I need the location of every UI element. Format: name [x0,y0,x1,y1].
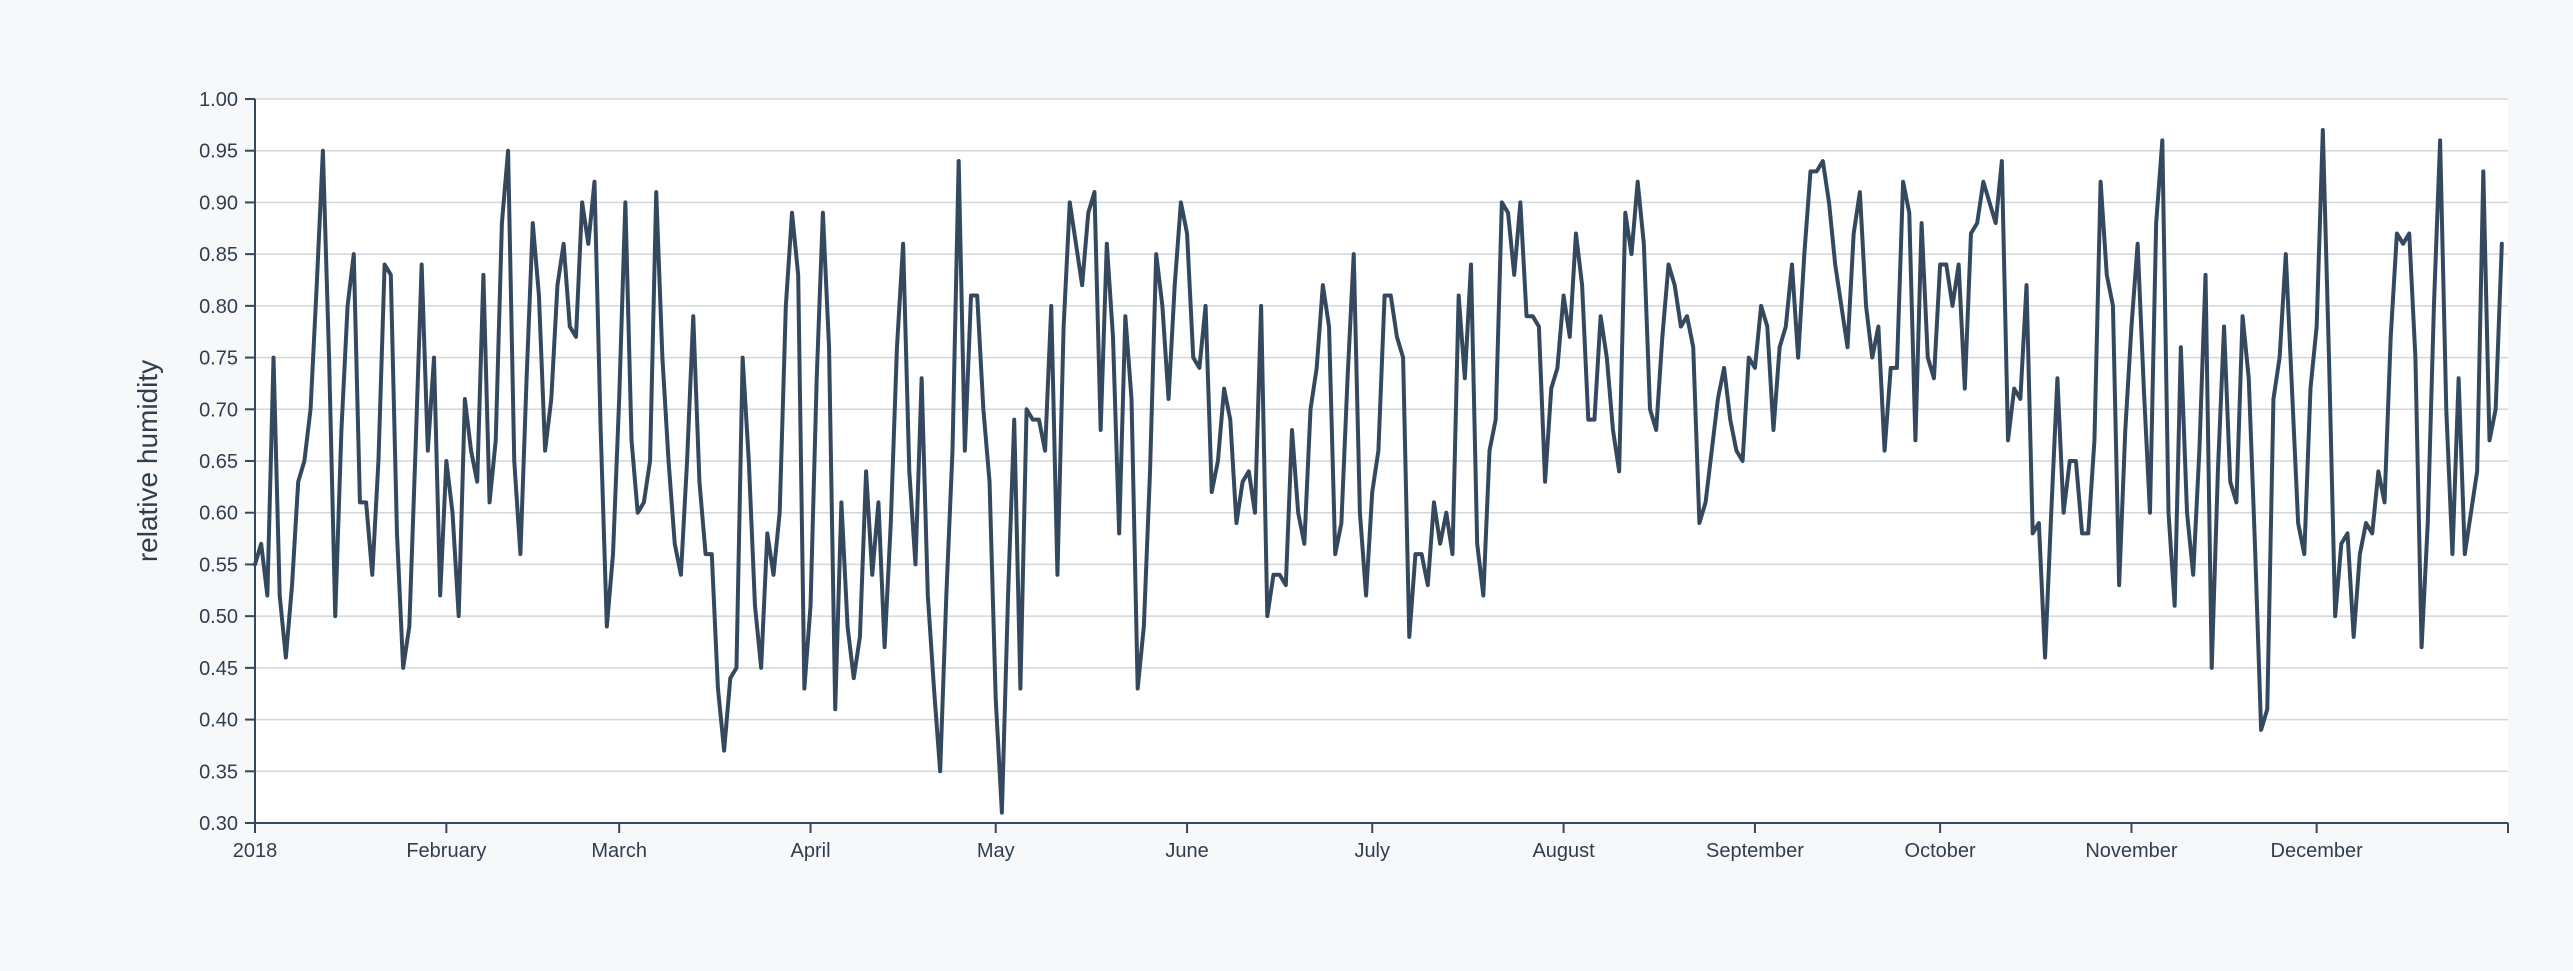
x-tick-label: October [1905,840,1976,862]
x-tick-label: August [1532,840,1595,862]
x-tick-label: December [2271,840,2364,862]
series-line-0 [253,128,2504,815]
x-axis: 2018 February March April May June July August S… [233,822,2509,862]
y-tick-label: 0.80 [199,296,238,318]
x-tick-label: November [2085,840,2178,862]
y-tick-label: 0.70 [199,399,238,421]
y-tick-label: 0.85 [199,244,238,266]
y-tick-label: 0.45 [199,658,238,680]
x-tick-label: April [791,840,831,862]
x-tick-label: February [406,840,486,862]
y-tick-label: 0.95 [199,141,238,163]
y-tick-label: 0.60 [199,503,238,525]
x-tick-label: May [977,840,1015,862]
y-tick-label: 0.75 [199,348,238,370]
y-tick-label: 0.55 [199,554,238,576]
x-tick-label: September [1706,840,1804,862]
y-tick-label: 0.50 [199,606,238,628]
y-tick-label: 1.00 [199,89,238,111]
x-tick-label: July [1354,840,1390,862]
y-axis-title: relative humidity [132,360,163,562]
x-tick-label: March [591,840,647,862]
y-tick-label: 0.40 [199,710,238,732]
y-tick-label: 0.30 [199,813,238,835]
series-layer [253,128,2504,815]
x-tick-label: 2018 [233,840,278,862]
y-axis: 0.30 0.35 0.40 0.45 0.50 0.55 0.60 0.65 0.70 0.75… [199,89,256,835]
y-tick-label: 0.35 [199,761,238,783]
y-tick-label: 0.65 [199,451,238,473]
x-tick-label: June [1165,840,1208,862]
y-tick-label: 0.90 [199,192,238,214]
